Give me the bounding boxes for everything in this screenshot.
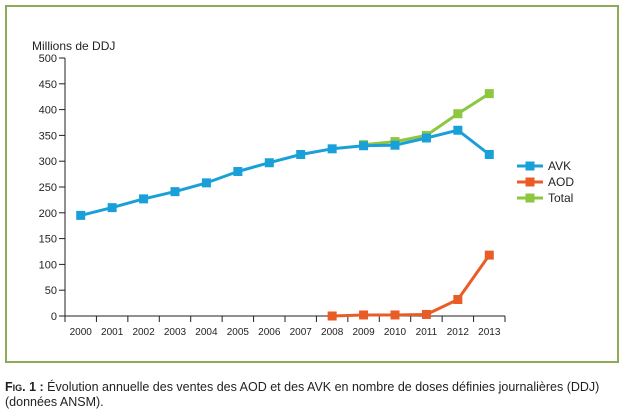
- y-tick-label: 200: [39, 208, 57, 220]
- y-tick-label: 450: [39, 79, 57, 91]
- data-point-aod: [484, 250, 494, 260]
- x-tick-label: 2010: [384, 327, 407, 338]
- caption-text: Évolution annuelle des ventes des AOD et…: [5, 380, 600, 409]
- x-tick-label: 2002: [132, 327, 155, 338]
- x-tick-label: 2008: [321, 327, 344, 338]
- series-layer: [76, 89, 494, 321]
- data-point-avk: [107, 203, 117, 213]
- y-tick-label: 400: [39, 105, 57, 117]
- data-point-avk: [421, 133, 431, 143]
- x-tick-label: 2003: [164, 327, 187, 338]
- legend-marker-aod: [525, 177, 535, 187]
- legend-label-total: Total: [548, 191, 573, 205]
- y-tick-label: 500: [39, 53, 57, 65]
- chart-frame: [5, 5, 619, 363]
- y-tick-label: 250: [39, 182, 57, 194]
- x-tick-label: 2012: [447, 327, 470, 338]
- legend-marker-avk: [525, 161, 535, 171]
- axes: 0 50 100 150 200 250 300 350 400 450 500 2000 2001 20…: [39, 53, 506, 338]
- x-tick-label: 2011: [416, 327, 438, 338]
- data-point-avk: [233, 167, 243, 177]
- series-line-avk: [80, 128, 491, 217]
- line-chart: Millions de DDJ 0 50 100 150 200 250 300 350 400…: [32, 39, 574, 338]
- x-tick-label: 2000: [70, 327, 93, 338]
- x-tick-label: 2004: [195, 327, 218, 338]
- x-tick-label: 2005: [227, 327, 250, 338]
- series-line-aod: [332, 254, 491, 318]
- data-point-avk: [139, 194, 149, 204]
- legend-label-aod: AOD: [548, 175, 574, 189]
- caption-figure-label: Fig. 1 :: [5, 380, 44, 394]
- y-axis-label: Millions de DDJ: [32, 39, 115, 53]
- data-point-aod: [453, 294, 463, 304]
- data-point-avk: [170, 187, 180, 197]
- legend-label-avk: AVK: [548, 159, 571, 173]
- y-tick-label: 100: [39, 259, 57, 271]
- data-point-avk: [201, 178, 211, 188]
- y-tick-label: 150: [39, 234, 57, 246]
- data-point-aod: [390, 310, 400, 320]
- y-tick-label: 300: [39, 156, 57, 168]
- data-point-avk: [327, 144, 337, 154]
- y-tick-label: 0: [51, 311, 57, 323]
- y-tick-label: 350: [39, 130, 57, 142]
- legend: AVK AOD Total: [517, 159, 574, 205]
- x-tick-label: 2013: [478, 327, 501, 338]
- x-tick-label: 2006: [258, 327, 281, 338]
- data-point-avk: [76, 210, 86, 220]
- data-point-avk: [453, 125, 463, 135]
- legend-marker-total: [525, 193, 535, 203]
- y-tick-label: 50: [45, 285, 57, 297]
- data-point-avk: [359, 141, 369, 151]
- x-tick-label: 2007: [290, 327, 313, 338]
- data-point-total: [484, 89, 494, 99]
- data-point-total: [453, 109, 463, 119]
- series-aod: [327, 250, 494, 321]
- data-point-avk: [484, 149, 494, 159]
- data-point-avk: [296, 149, 306, 159]
- series-avk: [76, 125, 494, 220]
- data-point-aod: [327, 311, 337, 321]
- data-point-avk: [390, 140, 400, 150]
- data-point-aod: [421, 309, 431, 319]
- x-tick-label: 2009: [352, 327, 375, 338]
- data-point-aod: [359, 310, 369, 320]
- x-tick-label: 2001: [101, 327, 124, 338]
- data-point-avk: [264, 158, 274, 168]
- figure-caption: Fig. 1 : Évolution annuelle des ventes d…: [5, 380, 623, 410]
